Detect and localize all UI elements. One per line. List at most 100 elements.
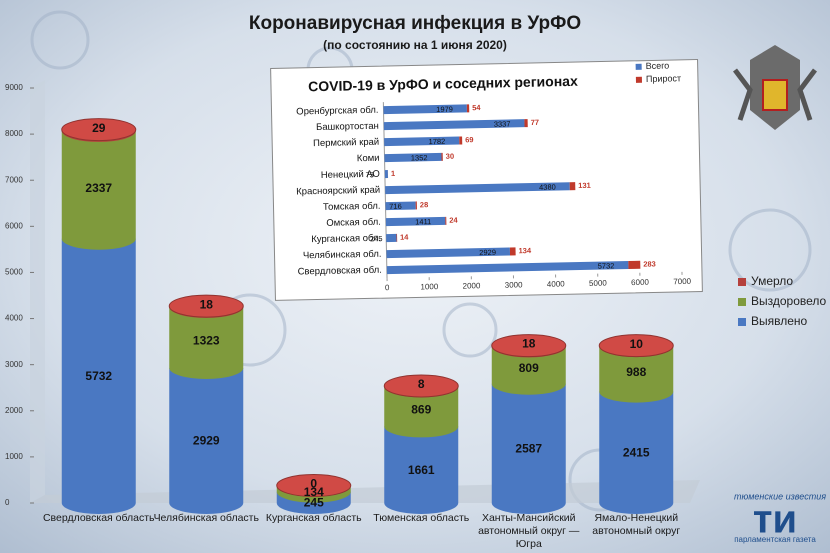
value-label: 131	[578, 181, 591, 190]
logo-bottom: парламентская газета	[734, 535, 816, 544]
value-label: 2587	[515, 442, 542, 456]
y-tick-label: 1000	[5, 452, 23, 461]
bar	[385, 216, 446, 227]
bar	[386, 247, 511, 259]
value-label: 809	[519, 361, 539, 375]
legend-label: Всего	[646, 60, 670, 70]
value-label: 1661	[408, 463, 435, 477]
cylinder-segment	[384, 426, 459, 515]
y-tick-label: Челябинская обл.	[303, 249, 382, 262]
bar	[441, 152, 443, 161]
y-tick-label: Томская обл.	[323, 201, 381, 213]
bar	[384, 152, 442, 163]
legend-swatch	[738, 278, 746, 286]
value-label: 134	[518, 246, 532, 255]
value-label: 1352	[411, 153, 428, 162]
legend-label: Прирост	[646, 73, 681, 84]
value-label: 0	[310, 477, 317, 491]
bar	[386, 261, 629, 275]
bar	[628, 260, 641, 270]
y-tick-label: 4000	[5, 314, 23, 323]
y-tick-label: Омская обл.	[326, 217, 381, 229]
y-tick-label: 0	[5, 498, 10, 507]
bar	[383, 104, 467, 115]
bar	[415, 201, 417, 210]
x-tick-label: 1000	[420, 282, 439, 291]
value-label: 5732	[85, 369, 112, 383]
value-label: 14	[400, 233, 409, 242]
cylinder-segment	[491, 346, 566, 395]
cylinder-top	[276, 474, 352, 498]
y-tick-label: 9000	[5, 83, 23, 92]
bar	[384, 170, 389, 179]
bar	[386, 233, 397, 243]
value-label: 18	[200, 297, 214, 311]
value-label: 2415	[623, 445, 650, 459]
value-label: 245	[304, 496, 324, 510]
y-tick-label: Курганская обл.	[311, 233, 381, 245]
value-label: 24	[449, 216, 458, 225]
cylinder-top	[61, 118, 137, 142]
x-tick-label: Ямало-Ненецкий автономный округ	[592, 512, 681, 537]
bar	[383, 119, 525, 131]
value-label: 3337	[494, 119, 511, 128]
y-tick-label: Свердловская обл.	[298, 265, 382, 278]
x-tick-label: 3000	[505, 280, 524, 289]
x-tick-label: 2000	[463, 281, 482, 290]
cylinder-top	[491, 334, 567, 358]
cylinder-segment	[599, 346, 674, 403]
value-label: 4380	[539, 183, 556, 192]
logo-top: тюменские известия	[734, 491, 826, 501]
bar	[509, 247, 516, 256]
y-tick-label: Башкортостан	[316, 121, 379, 133]
value-label: 73	[366, 170, 375, 179]
cylinder-segment	[169, 306, 244, 379]
value-label: 69	[465, 135, 474, 144]
bar	[466, 104, 470, 113]
y-tick-label: 2000	[5, 406, 23, 415]
legend-swatch	[635, 76, 642, 83]
value-label: 1323	[193, 334, 220, 348]
y-tick-label: Красноярский край	[296, 185, 380, 198]
value-label: 988	[626, 365, 646, 379]
logo-mark: ти	[753, 498, 797, 542]
value-label: 1411	[415, 217, 431, 226]
value-label: 245	[370, 234, 383, 243]
value-label: 283	[643, 259, 656, 268]
bar	[459, 136, 463, 145]
chart-subtitle: (по состоянию на 1 июня 2020)	[323, 38, 507, 52]
bar	[445, 216, 447, 225]
legend-swatch	[635, 63, 642, 70]
emblem	[733, 45, 817, 130]
y-tick-label: Оренбургская обл.	[296, 105, 378, 118]
cylinder-top	[383, 374, 459, 398]
inset-title: COVID-19 в УрФО и соседних регионах	[308, 73, 578, 95]
cylinder-top	[598, 334, 674, 358]
y-tick-label: 6000	[5, 221, 23, 230]
chart-title: Коронавирусная инфекция в УрФО	[249, 13, 581, 34]
value-label: 54	[472, 103, 481, 112]
legend-label: Умерло	[751, 274, 793, 288]
bar	[384, 136, 460, 147]
cylinder-segment	[169, 367, 244, 515]
value-label: 77	[531, 118, 540, 127]
value-label: 134	[304, 485, 324, 499]
legend-label: Выздоровело	[751, 294, 827, 308]
y-tick-label: 5000	[5, 268, 23, 277]
x-tick-label: Челябинская область	[153, 512, 259, 524]
x-tick-label: Тюменская область	[373, 512, 470, 524]
y-tick-label: 3000	[5, 360, 23, 369]
x-tick-label: 4000	[547, 279, 566, 288]
value-label: 869	[411, 403, 431, 417]
cylinder-segment	[61, 238, 136, 515]
value-label: 2929	[193, 434, 220, 448]
x-tick-label: 7000	[673, 277, 692, 286]
y-tick-label: 8000	[5, 129, 23, 138]
value-label: 2337	[85, 181, 112, 195]
value-label: 1979	[436, 105, 453, 114]
cylinder-segment	[61, 130, 136, 250]
y-tick-label: Ненецкий АО	[321, 169, 380, 181]
x-tick-label: 5000	[589, 279, 608, 288]
